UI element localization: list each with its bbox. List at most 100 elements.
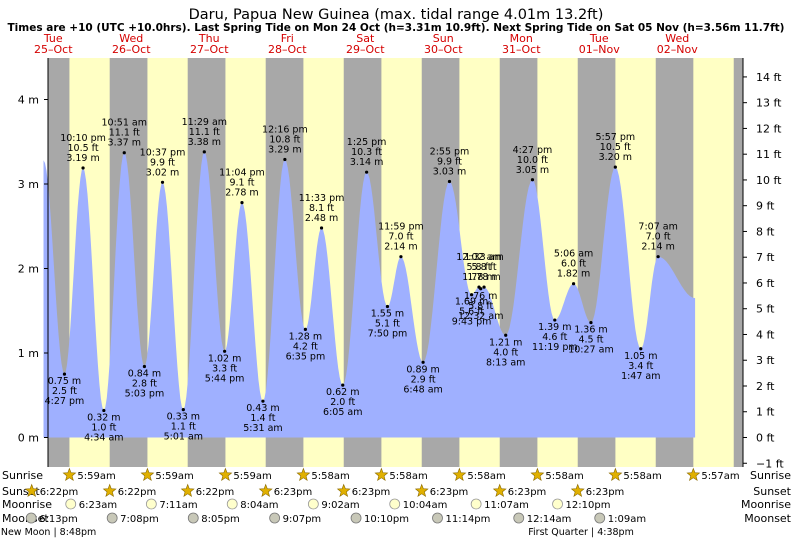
tide-label-low: 5.6 ft — [459, 307, 484, 318]
tide-label-high: 3.14 m — [350, 157, 383, 168]
tide-label-low: 5:01 am — [164, 432, 203, 443]
tide-label-low: 4:27 pm — [45, 396, 85, 407]
tide-label-low: 6:48 am — [403, 384, 442, 395]
day-date: 28–Oct — [268, 43, 307, 56]
y-tick-label-m: 1 m — [18, 347, 39, 360]
tide-label-high: 5:06 am — [554, 249, 593, 260]
row-label-left: Moonset — [2, 512, 49, 525]
tide-label-low: 2.5 ft — [52, 386, 77, 397]
moonset-time: 6:13pm — [39, 514, 78, 525]
sun-time: 6:22pm — [118, 487, 157, 498]
tide-point-low — [142, 364, 147, 369]
tide-label-high: 3.38 m — [188, 137, 221, 148]
tide-label-low: 6:35 pm — [286, 351, 326, 362]
tide-label-high: 6.0 ft — [561, 259, 586, 270]
tide-label-low: 1.55 m — [371, 309, 404, 320]
y-tick-label-ft: 7 ft — [756, 251, 775, 264]
tide-label-low: 4.6 ft — [542, 332, 567, 343]
tide-label-low: 0.89 m — [406, 364, 439, 375]
tide-label-low: 5.1 ft — [375, 319, 400, 330]
tide-label-low: 3.4 ft — [628, 361, 653, 372]
tide-label-low: 0.32 m — [87, 412, 120, 423]
y-tick-label-ft: 11 ft — [756, 148, 782, 161]
tide-point-high — [613, 165, 617, 169]
tide-label-high: 2.78 m — [225, 188, 258, 199]
tide-point-low — [504, 333, 508, 337]
row-label-right: Sunrise — [750, 469, 791, 482]
row-label-right: Sunset — [753, 485, 791, 498]
sun-time: 5:59am — [155, 471, 193, 482]
tide-label-high: 9.9 ft — [150, 157, 175, 168]
moonrise-time: 8:04am — [240, 500, 278, 511]
tide-label-high: 3.02 m — [146, 167, 179, 178]
tide-label-low: 5.8 ft — [468, 301, 493, 312]
sun-icon — [218, 467, 233, 481]
row-label-right: Moonrise — [741, 498, 791, 511]
tide-label-low: 2.9 ft — [411, 374, 436, 385]
tide-label-high: 4:27 pm — [513, 145, 553, 156]
moonset-icon — [432, 512, 443, 524]
moonrise-icon — [145, 498, 157, 510]
y-tick-label-m: 4 m — [18, 94, 39, 107]
tide-label-high: 7.0 ft — [646, 232, 671, 243]
day-headers: Tue25–OctWed26–OctThu27–OctFri28–OctSat2… — [34, 32, 698, 56]
tide-point-high — [656, 255, 660, 259]
day-weekday: Tue — [589, 32, 609, 45]
sun-icon — [414, 483, 429, 497]
sun-icon — [570, 483, 585, 497]
tide-label-high: 10:37 pm — [140, 147, 186, 158]
tide-point-low — [62, 372, 67, 376]
tide-point-high — [447, 179, 452, 184]
tide-label-high: 2.14 m — [641, 242, 674, 253]
sun-icon — [336, 483, 351, 497]
day-weekday: Wed — [665, 32, 689, 45]
tide-label-high: 12:02 am — [456, 252, 501, 263]
y-tick-label-ft: 1 ft — [756, 406, 775, 419]
day-weekday: Wed — [119, 32, 143, 45]
sun-icon — [686, 467, 701, 481]
day-date: 30–Oct — [424, 43, 463, 56]
tide-point-low — [261, 399, 265, 403]
moonset-time: 7:08pm — [120, 514, 159, 525]
moonrise-time: 10:04am — [403, 500, 448, 511]
tide-label-high: 1:33 am — [464, 252, 503, 263]
day-date: 31–Oct — [502, 43, 541, 56]
tide-label-low: 4.2 ft — [293, 341, 318, 352]
tide-point-low — [479, 287, 483, 291]
tide-label-high: 3.19 m — [66, 153, 99, 164]
moonrise-time: 6:23am — [79, 500, 117, 511]
moonset-time: 10:10pm — [364, 514, 409, 525]
moonset-time: 11:14pm — [445, 514, 490, 525]
tide-label-high: 7:07 am — [638, 222, 677, 233]
sun-icon — [530, 467, 545, 481]
sun-time: 5:58am — [545, 471, 583, 482]
day-weekday: Sat — [356, 32, 375, 45]
day-weekday: Mon — [510, 32, 533, 45]
sun-icon — [608, 467, 623, 481]
moonrise-icon — [389, 498, 401, 510]
y-tick-label-ft: 9 ft — [756, 200, 775, 213]
tide-point-low — [639, 347, 643, 351]
day-weekday: Thu — [198, 32, 220, 45]
tide-label-high: 10.3 ft — [351, 147, 382, 158]
tide-point-high — [202, 150, 206, 154]
moonset-time: 1:09am — [608, 514, 646, 525]
tide-label-low: 8:13 am — [486, 357, 525, 368]
moonrise-icon — [65, 498, 77, 510]
tide-label-high: 2.14 m — [384, 242, 417, 253]
moonset-time: 9:07pm — [283, 514, 322, 525]
tide-label-low: 6:05 am — [323, 407, 362, 418]
y-tick-label-ft: 14 ft — [756, 71, 782, 84]
tide-label-high: 1:25 pm — [347, 137, 387, 148]
tide-label-low: 1.28 m — [289, 331, 322, 342]
tide-label-low: 7:50 pm — [368, 329, 408, 340]
tide-area — [43, 151, 696, 438]
moonrise-time: 9:02am — [321, 500, 359, 511]
sun-time: 5:58am — [311, 471, 349, 482]
y-tick-label-ft: 5 ft — [756, 303, 775, 316]
tide-label-high: 9.1 ft — [229, 178, 254, 189]
tide-label-low: 1.21 m — [489, 337, 522, 348]
day-date: 25–Oct — [34, 43, 73, 56]
row-label-right: Moonset — [744, 512, 791, 525]
moonset-icon — [25, 512, 37, 524]
